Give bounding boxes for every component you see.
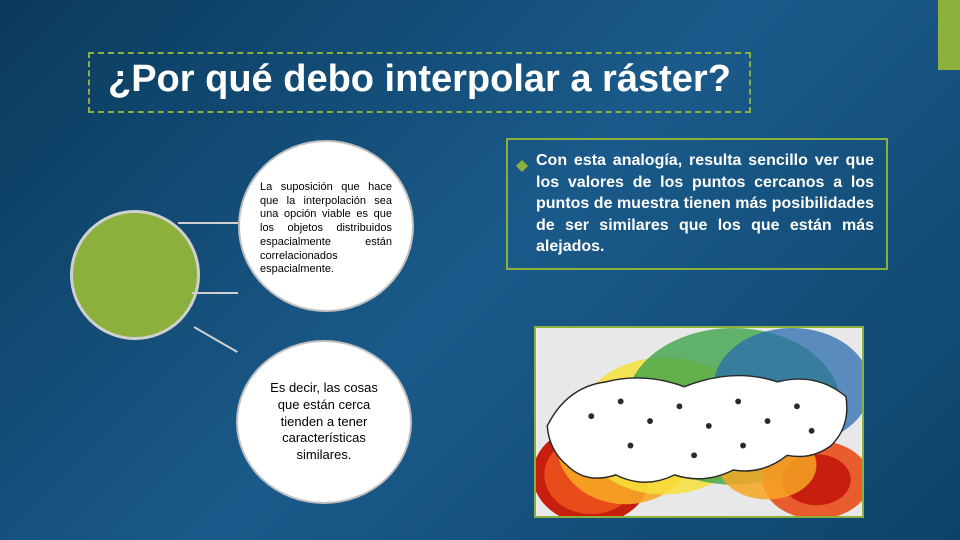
accent-bar (938, 0, 960, 70)
slide-title: ¿Por qué debo interpolar a ráster? (108, 58, 731, 101)
connector-line (194, 326, 238, 353)
green-circle (70, 210, 200, 340)
callout-explanation: Es decir, las cosas que están cerca tien… (236, 340, 412, 504)
callout-explanation-text: Es decir, las cosas que están cerca tien… (260, 380, 388, 464)
bullet-box: Con esta analogía, resulta sencillo ver … (506, 138, 888, 270)
title-box: ¿Por qué debo interpolar a ráster? (88, 52, 751, 113)
callout-assumption: La suposición que hace que la interpolac… (238, 140, 414, 312)
map-svg (536, 328, 862, 516)
connector-line (192, 292, 238, 294)
interpolation-map (534, 326, 864, 518)
callout-assumption-text: La suposición que hace que la interpolac… (260, 181, 392, 277)
diamond-bullet-icon (516, 154, 528, 166)
connector-line (178, 222, 238, 224)
bullet-text: Con esta analogía, resulta sencillo ver … (536, 150, 874, 258)
